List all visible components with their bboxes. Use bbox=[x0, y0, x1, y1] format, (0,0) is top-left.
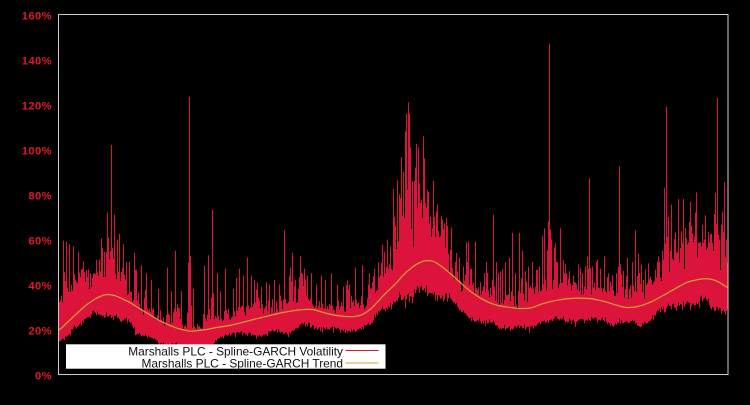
svg-text:40%: 40% bbox=[28, 280, 52, 292]
svg-text:80%: 80% bbox=[28, 190, 52, 202]
svg-text:0%: 0% bbox=[35, 370, 52, 382]
svg-text:160%: 160% bbox=[22, 10, 52, 22]
svg-text:20%: 20% bbox=[28, 325, 52, 337]
svg-text:Marshalls PLC - Spline-GARCH V: Marshalls PLC - Spline-GARCH Volatility bbox=[128, 344, 343, 358]
svg-text:100%: 100% bbox=[22, 145, 52, 157]
svg-text:60%: 60% bbox=[28, 235, 52, 247]
svg-text:120%: 120% bbox=[22, 100, 52, 112]
svg-text:Marshalls PLC - Spline-GARCH T: Marshalls PLC - Spline-GARCH Trend bbox=[141, 356, 343, 370]
svg-text:140%: 140% bbox=[22, 55, 52, 67]
